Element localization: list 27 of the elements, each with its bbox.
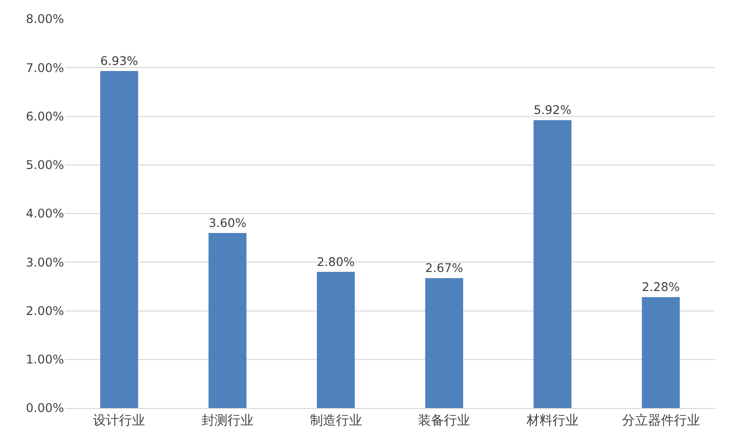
data-label: 5.92% <box>534 103 572 118</box>
x-tick-label: 制造行业 <box>310 414 362 429</box>
bar <box>642 297 680 408</box>
bar <box>425 278 464 408</box>
x-tick-label: 装备行业 <box>418 414 470 429</box>
data-label: 6.93% <box>100 54 138 68</box>
bar <box>208 232 246 408</box>
x-tick-label: 设计行业 <box>93 414 146 429</box>
data-label: 2.28% <box>642 280 680 294</box>
x-tick-label: 材料行业 <box>526 414 578 429</box>
y-tick-label: 2.00% <box>26 304 64 318</box>
y-tick-label: 3.00% <box>26 255 64 270</box>
y-tick-label: 8.00% <box>26 12 64 26</box>
bar <box>534 120 572 408</box>
data-label: 2.67% <box>425 261 464 276</box>
y-tick-label: 5.00% <box>26 158 64 172</box>
x-tick-label: 分立器件行业 <box>622 412 700 429</box>
bar <box>316 272 355 408</box>
bar <box>100 71 138 408</box>
y-tick-label: 4.00% <box>26 206 64 221</box>
data-label: 2.80% <box>316 254 355 269</box>
y-tick-label: 0.00% <box>26 401 64 416</box>
y-tick-label: 6.00% <box>26 109 64 124</box>
y-tick-label: 1.00% <box>26 352 64 367</box>
data-label: 3.60% <box>208 216 246 230</box>
y-tick-label: 7.00% <box>26 60 64 75</box>
x-tick-label: 封测行业 <box>202 414 254 429</box>
